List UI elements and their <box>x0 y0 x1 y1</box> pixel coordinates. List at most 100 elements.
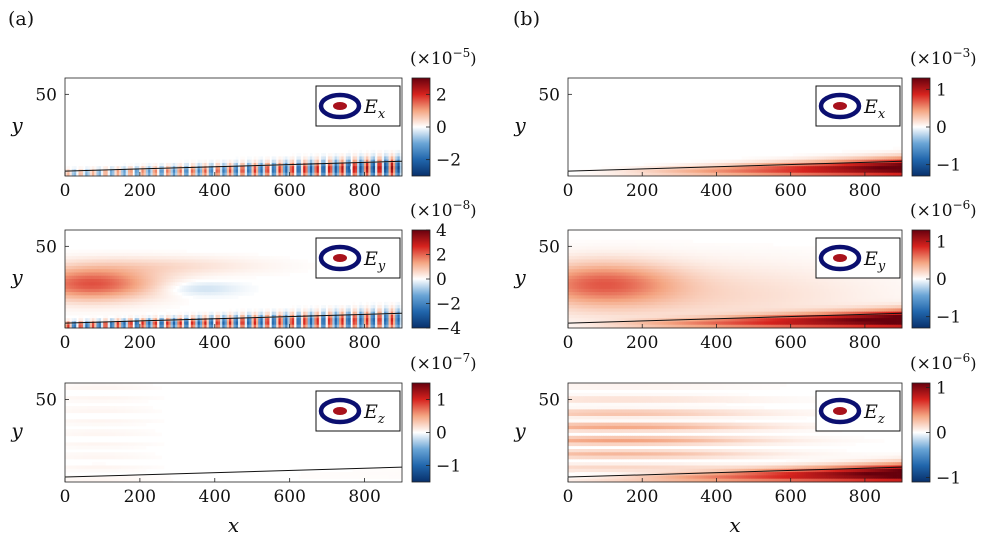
heatmap-cell <box>130 262 133 267</box>
heatmap-cell <box>366 156 369 161</box>
heatmap-cell <box>150 166 154 170</box>
heatmap-cell <box>168 256 171 260</box>
heatmap-cell <box>217 166 221 170</box>
heatmap-cell <box>211 311 214 316</box>
heatmap-cell <box>159 252 163 257</box>
heatmap-cell <box>181 169 185 174</box>
y-tick-label: 50 <box>35 391 57 411</box>
heatmap-cell <box>287 166 291 170</box>
panel-label-a: (a) <box>8 8 34 30</box>
heatmap-cell <box>152 256 156 260</box>
heatmap-cell <box>107 265 111 270</box>
heatmap-cell <box>195 162 198 167</box>
heatmap-cell <box>170 172 174 177</box>
heatmap-cell <box>237 162 241 167</box>
heatmap-cell <box>276 256 279 260</box>
heatmap-cell <box>94 259 97 264</box>
heatmap-cell <box>361 162 365 167</box>
heatmap-cell <box>152 172 156 177</box>
heatmap-cell <box>226 172 230 177</box>
heatmap-cell <box>282 259 286 264</box>
heatmap-cell <box>197 262 201 267</box>
heatmap-cell <box>235 159 239 164</box>
heatmap-cell <box>71 166 75 170</box>
heatmap-cell <box>145 166 149 170</box>
heatmap-cell <box>366 169 369 174</box>
heatmap-cell <box>339 166 342 170</box>
heatmap-cell <box>141 256 145 260</box>
heatmap-cell <box>157 259 160 264</box>
heatmap-cell <box>222 159 225 164</box>
colorbar-tick-label: −1 <box>436 457 461 477</box>
heatmap-cell <box>305 259 309 264</box>
heatmap-cell <box>211 159 214 164</box>
heatmap-cell <box>267 166 270 170</box>
heatmap-cell <box>296 169 300 174</box>
heatmap-cell <box>179 252 183 257</box>
heatmap-cell <box>148 249 151 254</box>
heatmap-cell <box>352 153 356 157</box>
heatmap-cell <box>334 162 338 167</box>
heatmap-cell <box>354 149 358 154</box>
heatmap-cell <box>190 172 194 177</box>
heatmap-cell <box>231 169 234 174</box>
heatmap-cell <box>220 159 223 164</box>
heatmap-cell <box>285 156 288 161</box>
heatmap-cell <box>298 159 302 164</box>
heatmap-cell <box>352 169 356 174</box>
heatmap-cell <box>154 172 158 177</box>
heatmap-cell <box>397 172 401 177</box>
x-tick-label: 400 <box>199 333 231 353</box>
heatmap-cell <box>188 172 192 177</box>
heatmap-cell <box>305 169 309 174</box>
heatmap-cell <box>332 169 335 174</box>
heatmap-cell <box>127 265 131 270</box>
heatmap-cell <box>280 172 284 177</box>
heatmap-cell <box>264 159 268 164</box>
heatmap-cell <box>368 159 371 164</box>
heatmap-cell <box>76 259 79 264</box>
heatmap-cell <box>181 259 185 264</box>
heatmap-cell <box>384 153 387 157</box>
heatmap-cell <box>69 249 73 254</box>
heatmap-cell <box>76 262 79 267</box>
heatmap-cell <box>231 252 234 257</box>
heatmap-cell <box>370 159 374 164</box>
heatmap-cell <box>368 169 371 174</box>
heatmap-cell <box>229 162 232 167</box>
heatmap-cell <box>123 249 127 254</box>
heatmap-cell <box>159 409 163 414</box>
heatmap-cell <box>357 156 360 161</box>
heatmap-cell <box>327 162 331 167</box>
heatmap-cell <box>157 256 160 260</box>
heatmap-cell <box>233 166 237 170</box>
heatmap-cell <box>287 256 291 260</box>
heatmap-cell <box>175 256 178 260</box>
heatmap-cell <box>116 169 120 174</box>
heatmap-cell <box>235 172 239 177</box>
heatmap-cell <box>226 252 230 257</box>
heatmap-cell <box>100 172 104 177</box>
heatmap-cell <box>280 156 284 161</box>
heatmap-cell <box>121 249 124 254</box>
heatmap-cell <box>73 249 77 254</box>
heatmap-cell <box>186 301 189 306</box>
heatmap-cell <box>246 156 250 161</box>
heatmap-cell <box>202 259 205 264</box>
heatmap-cell <box>262 159 266 164</box>
heatmap-cell <box>307 156 311 161</box>
heatmap-cell <box>80 169 84 174</box>
heatmap-cell <box>181 262 185 267</box>
x-tick-label: 0 <box>60 333 71 353</box>
heatmap-cell <box>291 153 295 157</box>
heatmap-cell <box>258 162 261 167</box>
heatmap-cell <box>184 172 187 177</box>
heatmap-cell <box>80 256 84 260</box>
heatmap-cell <box>217 169 221 174</box>
heatmap-cell <box>258 166 261 170</box>
heatmap-cell <box>249 262 252 267</box>
x-tick-label: 200 <box>626 181 658 201</box>
heatmap-cell <box>384 166 387 170</box>
heatmap-cell <box>116 259 120 264</box>
heatmap-cell <box>177 172 180 177</box>
